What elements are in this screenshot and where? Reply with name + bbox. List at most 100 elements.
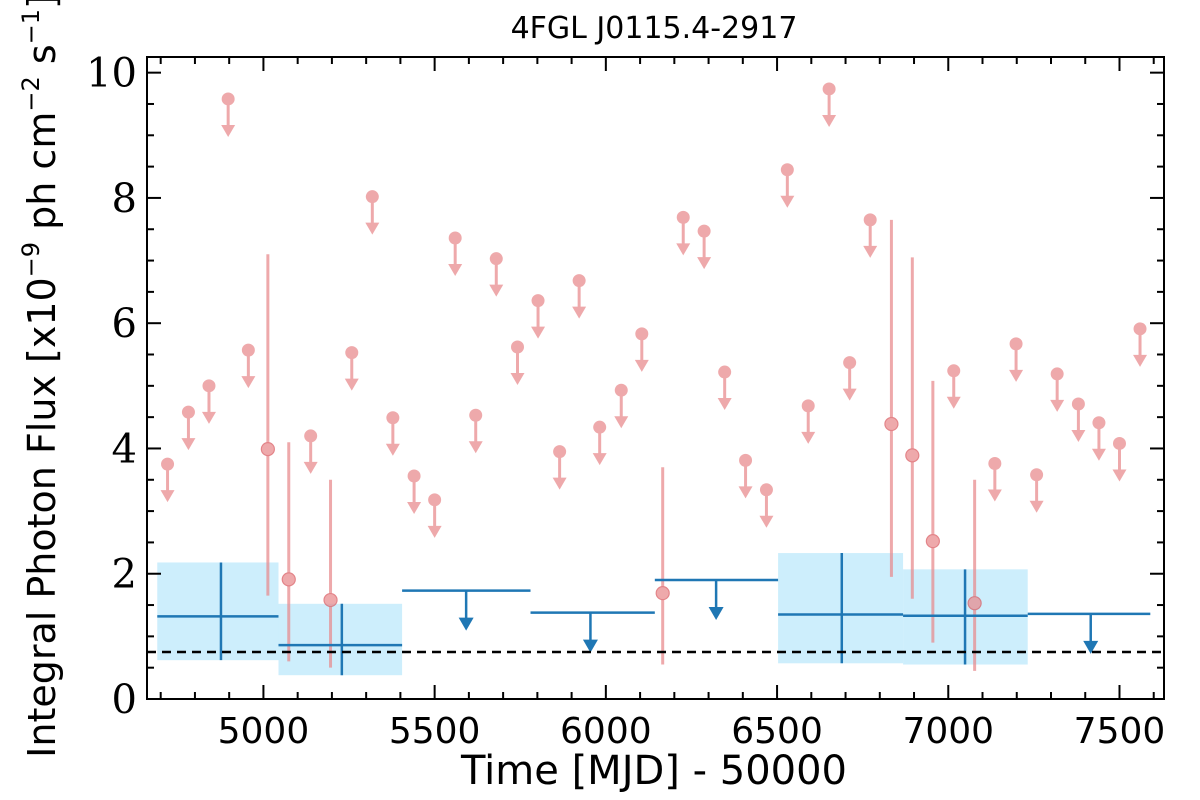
short-bin-limit-arrow <box>676 243 691 256</box>
short-bin-detection <box>967 479 982 671</box>
short-bin-detection <box>323 479 338 668</box>
short-bin-upper-limit <box>552 445 567 490</box>
short-bin-point <box>281 572 296 587</box>
short-bin-limit-arrow <box>946 396 961 409</box>
short-bin-limit-point <box>676 210 690 224</box>
short-bin-limit-arrow <box>385 443 400 456</box>
short-bin-limit-arrow <box>717 398 732 411</box>
short-bin-limit-arrow <box>987 489 1002 502</box>
short-bin-limit-arrow <box>822 114 837 127</box>
short-bin-upper-limit <box>468 408 483 454</box>
long-bin-limit-arrow <box>458 617 474 631</box>
short-bin-upper-limit <box>634 327 649 372</box>
short-bin-limit-arrow <box>448 264 463 277</box>
short-bin-upper-limit <box>1071 397 1086 442</box>
short-bin-limit-arrow <box>531 326 546 339</box>
long-bin-upper-limit <box>1027 612 1151 654</box>
short-bin-limit-point <box>1071 397 1085 411</box>
short-bin-limit-point <box>614 383 628 397</box>
x-axis-label: Time [MJD] - 50000 <box>460 748 847 794</box>
short-bin-limit-point <box>635 327 649 341</box>
short-bin-upper-limit <box>614 383 629 429</box>
short-bin-limit-point <box>304 429 318 443</box>
short-bin-limit-point <box>1009 337 1023 351</box>
x-tick-label: 5500 <box>389 711 481 752</box>
short-bin-limit-arrow <box>801 431 816 444</box>
x-tick-label: 6500 <box>731 711 823 752</box>
short-bin-upper-limit <box>1133 322 1148 367</box>
x-tick-label: 7000 <box>902 711 994 752</box>
short-bin-upper-limit <box>1009 337 1024 382</box>
short-bin-limit-point <box>221 92 235 106</box>
short-bin-upper-limit <box>946 364 961 409</box>
short-bin-upper-limit <box>801 399 816 444</box>
short-bin-detection <box>655 467 670 665</box>
long-bin-detection <box>157 562 279 661</box>
short-bin-limit-point <box>572 274 586 288</box>
short-bin-limit-point <box>759 483 773 497</box>
short-bin-limit-point <box>1133 322 1147 336</box>
short-bin-upper-limit <box>572 274 587 319</box>
short-bin-limit-point <box>161 457 175 471</box>
short-bin-limit-arrow <box>780 195 795 208</box>
short-bin-limit-arrow <box>863 245 878 258</box>
short-bin-upper-limit <box>842 356 857 401</box>
long-bin-upper-limit <box>654 578 779 620</box>
short-bin-limit-point <box>202 379 216 393</box>
short-bin-limit-arrow <box>614 416 629 429</box>
short-bin-limit-arrow <box>181 438 196 451</box>
short-bin-limit-arrow <box>697 257 712 270</box>
short-bin-limit-point <box>489 252 503 266</box>
chart-title: 4FGL J0115.4-2917 <box>511 11 798 46</box>
short-bin-limit-point <box>386 411 400 425</box>
short-bin-upper-limit <box>592 420 607 466</box>
short-bin-limit-arrow <box>552 477 567 490</box>
short-bin-upper-limit <box>780 163 795 208</box>
short-bin-limit-point <box>469 408 483 422</box>
short-bin-limit-point <box>697 224 711 238</box>
short-bin-upper-limit <box>1050 367 1065 412</box>
short-bin-point <box>323 592 338 608</box>
x-tick-label: 7500 <box>1074 711 1166 752</box>
short-bin-limit-point <box>801 399 815 413</box>
x-tick-label: 6000 <box>560 711 652 752</box>
short-bin-limit-point <box>718 365 732 379</box>
long-bin-error-band <box>157 562 279 661</box>
short-bin-limit-arrow <box>759 515 774 528</box>
long-bin-series <box>157 553 1151 676</box>
short-bin-limit-point <box>739 453 753 467</box>
y-tick-label: 4 <box>112 426 137 472</box>
long-bin-detection <box>903 569 1028 665</box>
short-bin-detection <box>884 219 899 577</box>
short-bin-upper-limit <box>863 213 878 258</box>
short-bin-limit-point <box>947 364 961 378</box>
short-bin-point <box>260 441 275 457</box>
short-bin-point <box>655 586 670 601</box>
short-bin-limit-arrow <box>1071 429 1086 442</box>
short-bin-upper-limit <box>407 469 422 515</box>
short-bin-upper-limit <box>510 340 525 385</box>
plot-frame <box>146 56 1165 700</box>
short-bin-limit-point <box>511 340 525 354</box>
short-bin-series <box>160 82 1148 671</box>
y-tick-label: 0 <box>112 677 137 723</box>
short-bin-limit-point <box>988 456 1002 470</box>
short-bin-limit-point <box>428 493 442 507</box>
short-bin-limit-point <box>1112 436 1126 450</box>
short-bin-upper-limit <box>1112 436 1127 482</box>
short-bin-detection <box>260 254 275 596</box>
long-bin-error-band <box>278 603 403 676</box>
short-bin-upper-limit <box>344 346 359 391</box>
short-bin-limit-arrow <box>365 222 380 235</box>
short-bin-limit-arrow <box>489 284 504 297</box>
short-bin-limit-point <box>553 445 567 459</box>
short-bin-limit-point <box>1092 416 1106 430</box>
long-bin-detection <box>778 553 904 664</box>
short-bin-upper-limit <box>385 411 400 456</box>
short-bin-limit-arrow <box>303 461 318 474</box>
short-bin-upper-limit <box>489 252 504 297</box>
y-tick-label: 6 <box>112 301 137 347</box>
long-bin-upper-limit <box>402 589 531 631</box>
short-bin-upper-limit <box>717 365 732 411</box>
short-bin-upper-limit <box>697 224 712 270</box>
